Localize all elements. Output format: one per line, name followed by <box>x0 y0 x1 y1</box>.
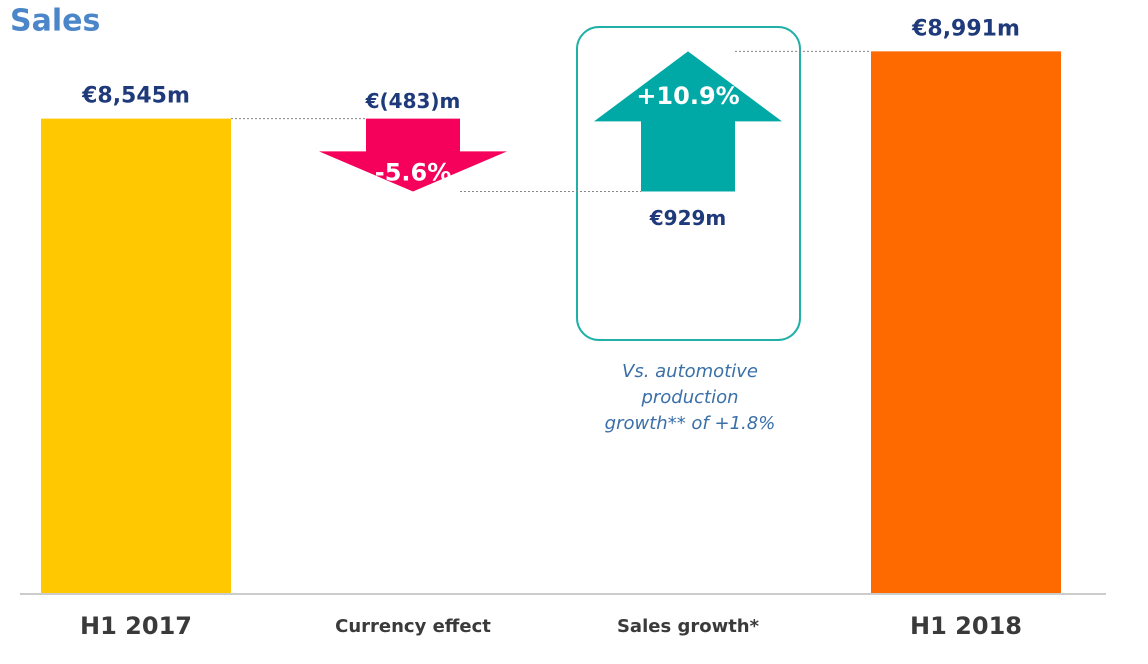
x-tick-label: Currency effect <box>335 616 491 637</box>
bar <box>871 51 1061 594</box>
bar <box>41 118 231 594</box>
highlight-box <box>576 26 801 341</box>
arrow <box>319 118 507 192</box>
annotation: Vs. automotive <box>622 361 758 382</box>
annotation: production <box>640 387 738 408</box>
value-label: €8,991m <box>911 16 1020 41</box>
x-tick-label: Sales growth* <box>617 616 760 637</box>
x-tick-label: H1 2018 <box>910 612 1022 640</box>
annotation: growth** of +1.8% <box>605 413 776 434</box>
chart-title: Sales <box>10 4 100 39</box>
percent-label: -5.6% <box>375 158 452 186</box>
arrow <box>594 51 782 192</box>
x-tick-label: H1 2017 <box>80 612 192 640</box>
value-label: €(483)m <box>365 89 461 113</box>
percent-label: +10.9% <box>636 82 739 110</box>
value-label: €929m <box>649 206 727 230</box>
value-label: €8,545m <box>81 84 190 109</box>
